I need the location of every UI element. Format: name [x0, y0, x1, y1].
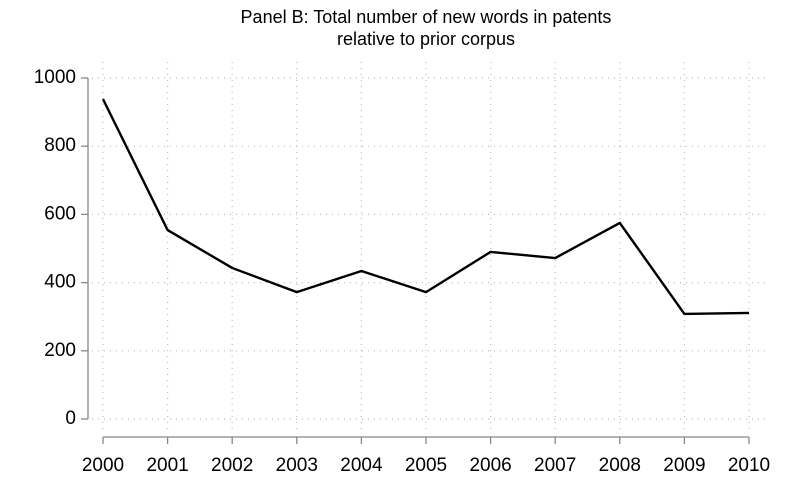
x-tick-label: 2010 [728, 455, 770, 476]
x-tick-label: 2003 [276, 455, 318, 476]
x-tick-label: 2006 [469, 455, 511, 476]
chart-title: Panel B: Total number of new words in pa… [241, 7, 612, 27]
y-tick-label: 400 [44, 272, 76, 293]
x-tick-label: 2005 [405, 455, 447, 476]
chart-title: relative to prior corpus [337, 29, 515, 49]
x-tick-label: 2000 [82, 455, 124, 476]
y-tick-label: 800 [44, 135, 76, 156]
x-tick-label: 2002 [211, 455, 253, 476]
x-tick-label: 2009 [663, 455, 705, 476]
y-tick-label: 0 [65, 408, 76, 429]
y-tick-label: 1000 [34, 67, 76, 88]
x-tick-label: 2008 [599, 455, 641, 476]
y-tick-label: 200 [44, 340, 76, 361]
x-tick-label: 2001 [146, 455, 188, 476]
data-line [101, 98, 750, 316]
y-tick-label: 600 [44, 203, 76, 224]
x-tick-label: 2007 [534, 455, 576, 476]
x-tick-label: 2004 [340, 455, 383, 476]
